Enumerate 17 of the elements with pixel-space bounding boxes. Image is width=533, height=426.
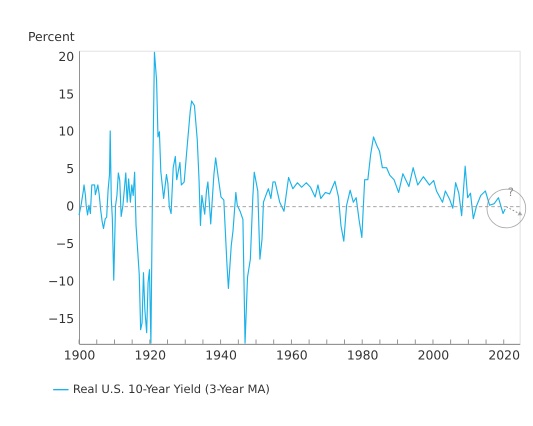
y-tick-label: 5 bbox=[66, 161, 74, 176]
y-tick-label: −10 bbox=[48, 274, 74, 289]
y-axis-title: Percent bbox=[28, 28, 75, 44]
y-tick-label: 15 bbox=[58, 86, 74, 102]
x-tick-label: 1960 bbox=[276, 347, 308, 362]
y-tick-label: 10 bbox=[58, 124, 74, 139]
y-tick-label: 0 bbox=[66, 198, 74, 214]
y-tick-label: 20 bbox=[58, 48, 74, 64]
y-tick-label: −5 bbox=[56, 236, 74, 252]
x-tick-label: 2020 bbox=[488, 347, 520, 362]
x-tick-label: 1980 bbox=[346, 347, 379, 362]
y-tick-label: −15 bbox=[48, 311, 74, 326]
legend-label: Real U.S. 10-Year Yield (3-Year MA) bbox=[72, 382, 270, 396]
x-tick-label: 1940 bbox=[205, 347, 237, 362]
x-tick-label: 1920 bbox=[134, 347, 166, 362]
x-tick-label: 1900 bbox=[64, 347, 96, 362]
x-tick-label: 2000 bbox=[418, 347, 450, 362]
